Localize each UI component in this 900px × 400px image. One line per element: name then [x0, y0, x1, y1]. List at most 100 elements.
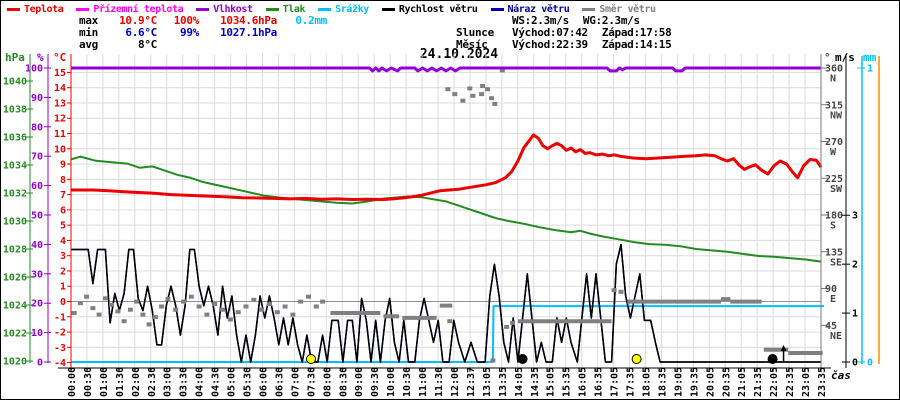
sunrise-marker: [306, 354, 316, 364]
stats-max-humidity: 100%: [173, 14, 200, 27]
legend-label-vlhkost: Vlhkost: [213, 4, 253, 15]
svg-text:1: 1: [867, 64, 873, 75]
svg-text:0: 0: [867, 358, 873, 369]
svg-text:11: 11: [54, 129, 66, 140]
svg-text:20:35: 20:35: [721, 367, 732, 397]
stats-panel: max 10.9°C 100% 1034.6hPa 0.2mm min 6.6°C 99% 1…: [79, 15, 327, 51]
astro-markers: [306, 345, 787, 364]
stats-avg-row: avg 8°C: [79, 39, 327, 51]
svg-text:23:35: 23:35: [817, 367, 828, 397]
svg-text:9: 9: [60, 160, 66, 171]
svg-text:14: 14: [54, 83, 66, 94]
stats-min-pressure: 1027.1hPa: [220, 26, 277, 39]
legend-dash-rychlost-vetru: [381, 8, 395, 11]
svg-text:1: 1: [60, 282, 66, 293]
wind-speed-summary: WS:2.3m/s: [512, 14, 569, 27]
legend-label-srazky: Srážky: [335, 4, 369, 15]
humidity-axis-header: %: [37, 51, 44, 64]
svg-text:225: 225: [825, 174, 843, 185]
svg-text:3: 3: [852, 211, 858, 222]
sunset-marker: [631, 354, 642, 364]
svg-text:18:05: 18:05: [641, 367, 652, 397]
svg-text:2: 2: [852, 260, 858, 271]
pressure-axis-header: hPa: [5, 51, 25, 64]
svg-text:11:30: 11:30: [434, 367, 445, 397]
grid: [70, 54, 822, 368]
svg-text:100: 100: [25, 64, 43, 75]
svg-text:-1: -1: [54, 312, 66, 323]
svg-text:45: 45: [825, 321, 837, 332]
svg-text:1024: 1024: [3, 301, 27, 312]
svg-text:3: 3: [60, 251, 66, 262]
legend-label-prizemni-teplota: Přízemní teplota: [93, 4, 184, 15]
sun-label: Slunce: [456, 26, 494, 39]
svg-text:15: 15: [54, 68, 66, 79]
svg-text:02:30: 02:30: [147, 367, 158, 397]
svg-text:03:00: 03:00: [163, 367, 174, 397]
stats-max-temp: 10.9°C: [119, 14, 157, 27]
svg-text:06:30: 06:30: [274, 367, 285, 397]
astro-panel: WS:2.3m/s WG:2.3m/s Slunce Východ:07:42 Záp…: [456, 15, 685, 51]
svg-text:360: 360: [825, 64, 843, 75]
svg-text:00:30: 00:30: [83, 367, 94, 397]
svg-text:09:00: 09:00: [354, 367, 365, 397]
svg-text:1040: 1040: [3, 77, 27, 88]
svg-text:22:05: 22:05: [769, 367, 780, 397]
legend-item-srazky: Srážky: [318, 4, 369, 15]
svg-text:-2: -2: [54, 328, 66, 339]
chart-title: 24.10.2024: [419, 47, 499, 62]
svg-text:15:05: 15:05: [546, 367, 557, 397]
stats-max-pressure: 1034.6hPa: [220, 14, 277, 27]
stats-min-label: min: [79, 26, 98, 39]
svg-text:13:05: 13:05: [482, 367, 493, 397]
svg-text:0: 0: [37, 358, 43, 369]
moon-row: Měsíc Východ:22:39 Západ:14:15: [456, 39, 685, 51]
svg-text:04:00: 04:00: [195, 367, 206, 397]
stats-avg-label: avg: [79, 38, 98, 51]
stats-min-row: min 6.6°C 99% 1027.1hPa: [79, 27, 327, 39]
stats-max-row: max 10.9°C 100% 1034.6hPa 0.2mm: [79, 15, 327, 27]
svg-text:315: 315: [825, 100, 843, 111]
legend-label-naraz-vetru: Náraz větru: [507, 4, 570, 15]
svg-text:21:05: 21:05: [737, 367, 748, 397]
svg-text:90: 90: [825, 284, 837, 295]
sunset-time: Západ:17:58: [601, 26, 672, 39]
temperature-axis-header: °C: [53, 51, 67, 64]
svg-text:E: E: [830, 294, 836, 305]
svg-text:180: 180: [825, 211, 843, 222]
svg-text:7: 7: [60, 190, 66, 201]
direction-axis-header: °: [824, 51, 831, 64]
stats-max-rain: 0.2mm: [295, 14, 327, 27]
svg-text:NE: NE: [830, 331, 842, 342]
legend-dash-srazky: [318, 8, 332, 11]
svg-text:40: 40: [31, 240, 43, 251]
legend-dash-prizemni-teplota: [76, 8, 90, 11]
series-temperature: [71, 133, 823, 201]
svg-text:10: 10: [31, 328, 43, 339]
svg-text:4: 4: [60, 236, 66, 247]
svg-text:02:00: 02:00: [131, 367, 142, 397]
svg-text:30: 30: [31, 269, 43, 280]
left-axes: 1040103810361034103210301028102610241022…: [3, 54, 72, 369]
legend-item-teplota: Teplota: [7, 4, 64, 15]
svg-text:8: 8: [60, 175, 66, 186]
svg-text:SE: SE: [830, 257, 842, 268]
moonset-time: Západ:14:15: [601, 38, 672, 51]
svg-text:21:35: 21:35: [753, 367, 764, 397]
svg-text:60: 60: [31, 181, 43, 192]
sunrise-time: Východ:07:42: [512, 26, 588, 39]
svg-text:16:35: 16:35: [594, 367, 605, 397]
svg-text:05:30: 05:30: [243, 367, 254, 397]
series-precipitation: [71, 305, 825, 363]
svg-text:1020: 1020: [3, 357, 27, 368]
svg-text:00:00: 00:00: [67, 367, 78, 397]
svg-text:20:05: 20:05: [705, 367, 716, 397]
svg-text:1034: 1034: [3, 161, 27, 172]
stats-min-humidity: 99%: [180, 26, 199, 39]
svg-text:13:35: 13:35: [498, 367, 509, 397]
series-wind_speed: [71, 243, 821, 363]
moon-label: Měsíc: [456, 38, 488, 51]
svg-text:22:35: 22:35: [785, 367, 796, 397]
svg-text:NW: NW: [830, 110, 843, 121]
